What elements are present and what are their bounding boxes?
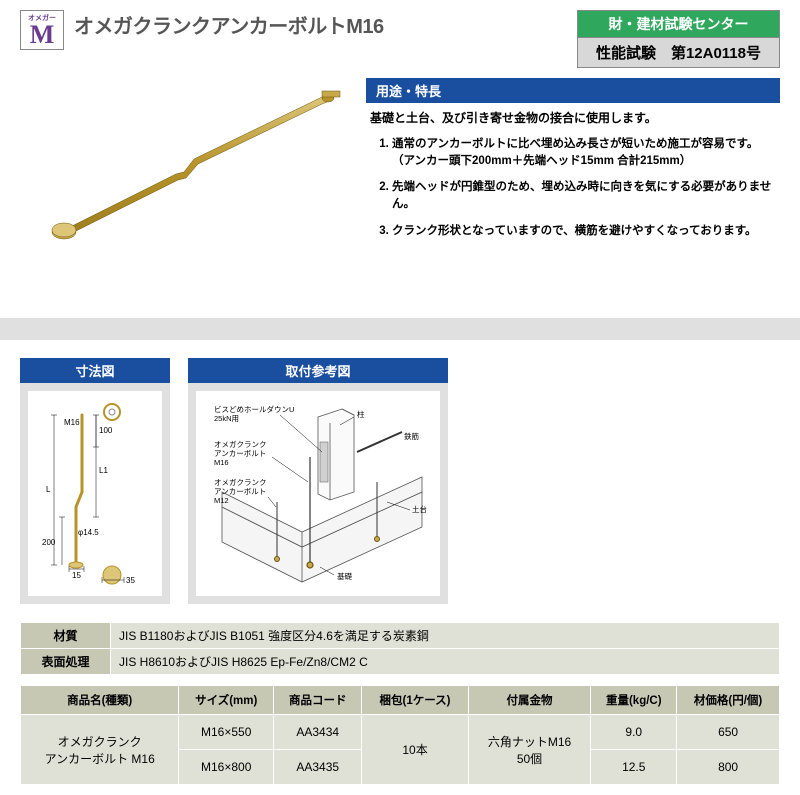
section-divider <box>0 318 800 340</box>
svg-text:鉄筋: 鉄筋 <box>404 431 419 441</box>
cert-number: 性能試験 第12A0118号 <box>577 38 780 68</box>
bolt-illustration <box>20 78 350 288</box>
svg-text:土台: 土台 <box>412 504 427 514</box>
features-header: 用途・特長 <box>366 78 780 103</box>
svg-text:L1: L1 <box>99 466 108 475</box>
th-name: 商品名(種類) <box>21 686 179 715</box>
cert-org: 財・建材試験センター <box>577 10 780 38</box>
product-image <box>20 78 350 288</box>
spec-table: 材質 JIS B1180およびJIS B1051 強度区分4.6を満足する炭素鋼… <box>20 622 780 675</box>
feature-item: 通常のアンカーボルトに比べ埋め込み長さが短いため施工が容易です。（アンカー頭下2… <box>392 136 780 169</box>
th-size: サイズ(mm) <box>179 686 274 715</box>
svg-text:オメガクランクアンカーボルトM16: オメガクランクアンカーボルトM16 <box>214 439 267 467</box>
cell-size: M16×800 <box>179 750 274 785</box>
cell-accessory: 六角ナットM16 50個 <box>468 715 591 785</box>
spec-surface-label: 表面処理 <box>21 649 111 675</box>
svg-text:35: 35 <box>126 576 135 585</box>
cell-packing: 10本 <box>362 715 468 785</box>
svg-text:柱: 柱 <box>357 409 365 419</box>
spec-material-label: 材質 <box>21 623 111 649</box>
cell-product-name: オメガクランク アンカーボルト M16 <box>21 715 179 785</box>
th-pack: 梱包(1ケース) <box>362 686 468 715</box>
feature-item: クランク形状となっていますので、横筋を避けやすくなっております。 <box>392 223 780 240</box>
th-code: 商品コード <box>274 686 362 715</box>
th-price: 材価格(円/個) <box>677 686 780 715</box>
header: オメガー M オメガクランクアンカーボルトM16 財・建材試験センター 性能試験… <box>20 10 780 68</box>
svg-text:φ14.5: φ14.5 <box>78 528 99 537</box>
table-row: オメガクランク アンカーボルト M16 M16×550 AA3434 10本 六… <box>21 715 780 750</box>
spec-material-value: JIS B1180およびJIS B1051 強度区分4.6を満足する炭素鋼 <box>111 623 780 649</box>
table-header-row: 商品名(種類) サイズ(mm) 商品コード 梱包(1ケース) 付属金物 重量(k… <box>21 686 780 715</box>
cell-price: 650 <box>677 715 780 750</box>
svg-text:ビスどめホールダウンU25kN用: ビスどめホールダウンU25kN用 <box>214 404 294 423</box>
spec-surface-value: JIS H8610およびJIS H8625 Ep-Fe/Zn8/CM2 C <box>111 649 780 675</box>
cell-weight: 12.5 <box>591 750 677 785</box>
th-weight: 重量(kg/C) <box>591 686 677 715</box>
logo-mark: M <box>30 23 55 46</box>
cell-weight: 9.0 <box>591 715 677 750</box>
features-intro: 基礎と土台、及び引き寄せ金物の接合に使用します。 <box>366 103 780 136</box>
feature-item: 先端ヘッドが円錐型のため、埋め込み時に向きを気にする必要がありません。 <box>392 179 780 212</box>
features-block: 用途・特長 基礎と土台、及び引き寄せ金物の接合に使用します。 通常のアンカーボル… <box>366 78 780 288</box>
svg-text:15: 15 <box>72 571 81 580</box>
cell-code: AA3435 <box>274 750 362 785</box>
page-title: オメガクランクアンカーボルトM16 <box>74 10 384 39</box>
cell-size: M16×550 <box>179 715 274 750</box>
svg-text:基礎: 基礎 <box>337 571 352 581</box>
svg-text:M16: M16 <box>64 418 80 427</box>
brand-logo: オメガー M <box>20 10 64 50</box>
installation-diagram: 取付参考図 <box>188 358 448 604</box>
th-acc: 付属金物 <box>468 686 591 715</box>
dimension-diagram: 寸法図 <box>20 358 170 604</box>
cell-code: AA3434 <box>274 715 362 750</box>
install-title: 取付参考図 <box>188 358 448 383</box>
cell-price: 800 <box>677 750 780 785</box>
svg-text:200: 200 <box>42 538 56 547</box>
features-list: 通常のアンカーボルトに比べ埋め込み長さが短いため施工が容易です。（アンカー頭下2… <box>366 136 780 239</box>
product-table: 商品名(種類) サイズ(mm) 商品コード 梱包(1ケース) 付属金物 重量(k… <box>20 685 780 785</box>
svg-text:100: 100 <box>99 426 113 435</box>
certification-block: 財・建材試験センター 性能試験 第12A0118号 <box>577 10 780 68</box>
svg-text:L: L <box>46 485 51 494</box>
dimension-title: 寸法図 <box>20 358 170 383</box>
